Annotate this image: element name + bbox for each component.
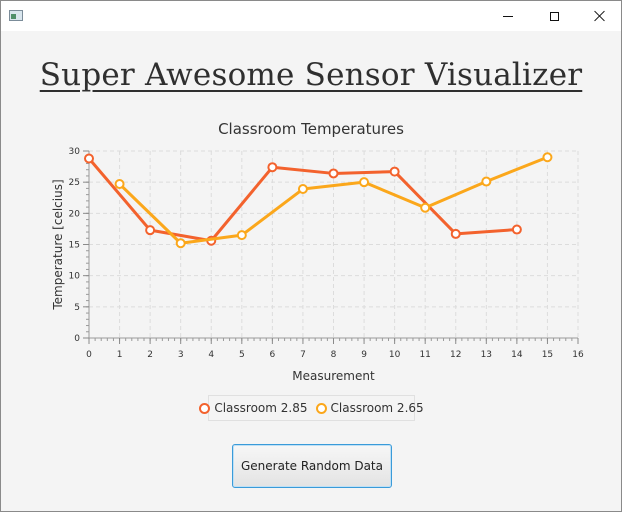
- data-point-series-2: [359, 177, 370, 188]
- x-tick-label: 1: [117, 350, 123, 360]
- y-tick-label: 0: [74, 334, 80, 344]
- close-icon: [594, 10, 606, 22]
- data-point-series-2: [542, 152, 553, 163]
- x-tick-label: 3: [178, 350, 184, 360]
- y-tick-label: 15: [69, 241, 80, 251]
- data-point-series-2: [297, 184, 308, 195]
- legend-label-series-1: Classroom 2.85: [214, 401, 308, 415]
- app-icon: [9, 10, 23, 21]
- data-point-series-1: [511, 224, 522, 235]
- data-point-series-2: [481, 176, 492, 187]
- legend-item-series-2[interactable]: Classroom 2.65: [315, 401, 424, 415]
- y-tick-label: 20: [69, 209, 81, 219]
- legend-marker-series-1: [199, 402, 211, 414]
- data-point-series-1: [84, 153, 94, 164]
- legend-item-series-1[interactable]: Classroom 2.85: [199, 401, 308, 415]
- x-tick-label: 8: [331, 350, 337, 360]
- x-tick-label: 7: [300, 350, 306, 360]
- x-tick-label: 14: [511, 350, 523, 360]
- x-tick-label: 12: [450, 350, 461, 360]
- data-point-series-1: [145, 225, 156, 236]
- data-point-series-2: [420, 202, 431, 213]
- data-point-series-2: [175, 238, 186, 249]
- x-tick-label: 11: [419, 350, 430, 360]
- generate-random-data-button[interactable]: Generate Random Data: [232, 444, 392, 488]
- data-point-series-1: [267, 162, 278, 173]
- x-tick-label: 0: [86, 350, 92, 360]
- y-tick-label: 25: [69, 178, 80, 188]
- x-axis-label: Measurement: [292, 369, 375, 383]
- data-point-series-1: [450, 228, 461, 239]
- series-line-1: [87, 157, 517, 243]
- title-bar[interactable]: [1, 1, 621, 31]
- y-axis-label: Temperature [celcius]: [51, 179, 65, 310]
- x-tick-label: 10: [389, 350, 401, 360]
- x-tick-label: 5: [239, 350, 245, 360]
- x-tick-label: 4: [208, 350, 214, 360]
- x-tick-label: 2: [147, 350, 153, 360]
- series-line-2: [118, 155, 548, 245]
- x-tick-label: 16: [572, 350, 584, 360]
- chart-title: Classroom Temperatures: [218, 120, 404, 138]
- y-tick-label: 30: [69, 147, 81, 157]
- maximize-button[interactable]: [531, 1, 577, 31]
- data-point-series-1: [328, 168, 339, 179]
- legend-label-series-2: Classroom 2.65: [330, 401, 424, 415]
- temperature-line-chart: 0 1 2 3 4 5 6 7 8 9 10 11 12 13 14 15 16051015202530Meas…: [51, 147, 584, 383]
- x-tick-label: 6: [270, 350, 276, 360]
- maximize-icon: [549, 11, 559, 21]
- y-tick-label: 5: [74, 303, 80, 313]
- x-tick-label: 13: [481, 350, 492, 360]
- minimize-button[interactable]: [485, 1, 531, 31]
- data-point-series-2: [114, 179, 125, 190]
- y-tick-label: 10: [69, 272, 81, 282]
- close-button[interactable]: [577, 1, 622, 31]
- app-title: Super Awesome Sensor Visualizer: [39, 57, 583, 93]
- data-point-series-1: [389, 166, 400, 177]
- data-point-series-2: [236, 230, 247, 241]
- x-tick-label: 9: [361, 350, 367, 360]
- minimize-icon: [503, 15, 513, 17]
- x-tick-label: 15: [542, 350, 553, 360]
- legend-marker-series-2: [315, 402, 327, 414]
- chart-legend: Classroom 2.85 Classroom 2.65: [199, 395, 424, 421]
